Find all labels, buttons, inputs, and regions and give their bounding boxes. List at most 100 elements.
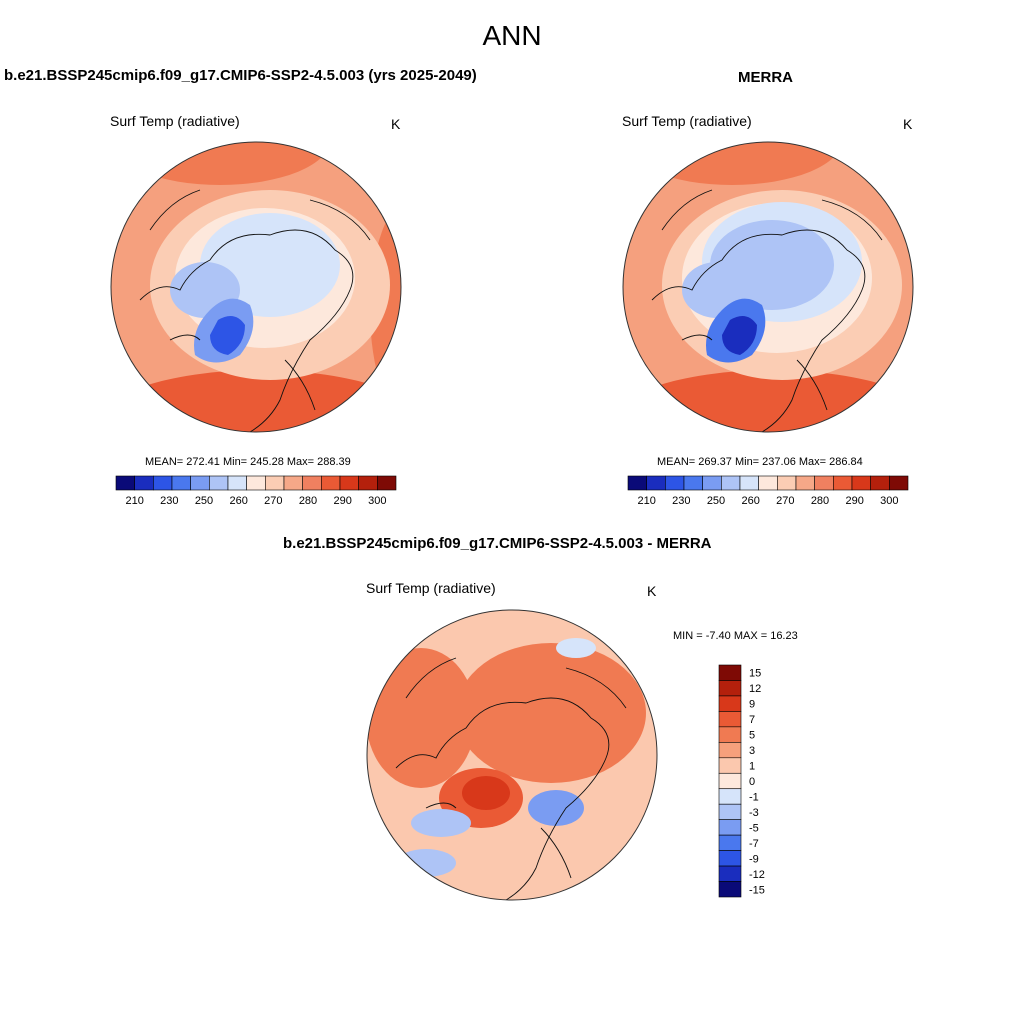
panel3-stats: MIN = -7.40 MAX = 16.23 (673, 630, 798, 642)
map2-boundary (622, 141, 914, 433)
colorbar-panel2-swatch (795, 475, 815, 491)
colorbar-panel2-tick-label: 230 (672, 495, 690, 507)
colorbar-panel3-label: 9 (749, 699, 755, 711)
map1-coastlines (139, 189, 371, 432)
map1-warm-north (111, 142, 330, 185)
colorbar-panel3-swatch (718, 834, 742, 851)
colorbar-panel3-swatch (718, 757, 742, 774)
colorbar-panel3-swatch (718, 742, 742, 759)
panel3-units: K (647, 583, 657, 599)
colorbar-panel3-label: -3 (749, 807, 759, 819)
colorbar-panel1-tick-label: 290 (333, 495, 351, 507)
colorbar-panel3-swatch (718, 803, 742, 820)
colorbar-panel3-label: -12 (749, 869, 765, 881)
colorbar-panel1-swatch (190, 475, 210, 491)
colorbar-panel3-swatch (718, 680, 742, 697)
colorbar-panel3: 15 12 9 7 5 3 1 0 -1 -3 -5 -7 -9 -12 -15 (718, 664, 765, 898)
colorbar-panel1-swatch (227, 475, 247, 491)
colorbar-panel2-tick-label: 270 (776, 495, 794, 507)
colorbar-panel1-swatch (115, 475, 135, 491)
colorbar-panel1-swatch (302, 475, 322, 491)
colorbar-panel2-swatch (889, 475, 909, 491)
colorbar-panel1-swatch (171, 475, 191, 491)
colorbar-panel2-swatch (833, 475, 853, 491)
colorbar-panel3-swatch (718, 772, 742, 790)
colorbar-panel1-swatch (321, 475, 341, 491)
colorbar-panel2: 210 230 250 260 270 280 290 300 (627, 475, 909, 507)
map-panel1 (110, 141, 402, 433)
colorbar-panel3-swatch (718, 819, 742, 836)
colorbar-panel1-swatch (246, 475, 266, 491)
map3-cool-patch2 (411, 809, 471, 837)
colorbar-panel3-swatch (718, 850, 742, 867)
colorbar-panel1-tick-label: 280 (299, 495, 317, 507)
colorbar-panel3-swatch (718, 881, 742, 898)
colorbar-panel2-tick-label: 290 (845, 495, 863, 507)
colorbar-panel3-swatch (718, 726, 742, 743)
map3-greenland-hot (462, 776, 510, 810)
colorbar-panel2-tick-label: 210 (637, 495, 655, 507)
colorbar-panel2-tick-label: 300 (880, 495, 898, 507)
map1-boundary (110, 141, 402, 433)
colorbar-panel2-swatch (777, 475, 797, 491)
colorbar-panel2-swatch (814, 475, 834, 491)
colorbar-panel1-swatch (153, 475, 173, 491)
colorbar-panel3-swatch (718, 695, 742, 712)
colorbar-panel1-swatch (377, 475, 397, 491)
panel3-title: b.e21.BSSP245cmip6.f09_g17.CMIP6-SSP2-4.… (283, 535, 712, 552)
colorbar-panel1-swatch (283, 475, 303, 491)
colorbar-panel3-swatch (718, 711, 742, 728)
colorbar-panel1-swatch (339, 475, 359, 491)
panel3-variable: Surf Temp (radiative) (366, 580, 496, 596)
colorbar-panel2-swatch (665, 475, 685, 491)
map-panel3 (366, 609, 658, 901)
colorbar-panel2-tick-label: 260 (741, 495, 759, 507)
colorbar-panel1-swatch (265, 475, 285, 491)
colorbar-panel1-swatch (209, 475, 229, 491)
map3-cool-patch1 (528, 790, 584, 826)
map3-coastlines (395, 657, 627, 900)
colorbar-panel3-label: 12 (749, 683, 761, 695)
colorbar-panel2-swatch (646, 475, 666, 491)
panel1-variable: Surf Temp (radiative) (110, 113, 240, 129)
colorbar-panel3-label: 15 (749, 668, 761, 680)
colorbar-panel3-swatch (718, 865, 742, 882)
colorbar-panel1-tick-label: 210 (125, 495, 143, 507)
colorbar-panel3-swatch (718, 788, 742, 805)
colorbar-panel2-swatch (758, 475, 778, 491)
colorbar-panel3-label: -1 (749, 791, 759, 803)
colorbar-panel2-swatch (627, 475, 647, 491)
colorbar-panel2-swatch (851, 475, 871, 491)
panel2-variable: Surf Temp (radiative) (622, 113, 752, 129)
colorbar-panel1-swatch (358, 475, 378, 491)
map2-coastlines (651, 189, 883, 432)
panel2-title: MERRA (738, 69, 793, 86)
colorbar-panel1: 210 230 250 260 270 280 290 300 (115, 475, 397, 507)
colorbar-panel3-label: 5 (749, 730, 755, 742)
colorbar-panel1-tick-label: 250 (195, 495, 213, 507)
map3-warm-west (367, 648, 476, 788)
map3-boundary (366, 609, 658, 901)
colorbar-panel2-tick-label: 280 (811, 495, 829, 507)
colorbar-panel2-swatch (739, 475, 759, 491)
panel1-stats: MEAN= 272.41 Min= 245.28 Max= 288.39 (145, 456, 351, 468)
map1-warm-south (111, 370, 401, 432)
colorbar-panel1-tick-label: 270 (264, 495, 282, 507)
colorbar-panel2-swatch (721, 475, 741, 491)
colorbar-panel2-swatch (683, 475, 703, 491)
colorbar-panel1-tick-label: 300 (368, 495, 386, 507)
colorbar-panel3-swatch (718, 664, 742, 681)
map3-cool-patch4 (556, 638, 596, 658)
colorbar-panel3-label: 3 (749, 745, 755, 757)
map2-warm-south (623, 370, 913, 432)
figure-title: ANN (482, 20, 542, 51)
map1-greenland-core (210, 316, 245, 355)
map2-warm-north (623, 142, 842, 185)
colorbar-panel1-tick-label: 230 (160, 495, 178, 507)
colorbar-panel1-tick-label: 260 (229, 495, 247, 507)
panel2-stats: MEAN= 269.37 Min= 237.06 Max= 286.84 (657, 456, 863, 468)
colorbar-panel3-label: -5 (749, 822, 759, 834)
colorbar-panel3-label: 7 (749, 714, 755, 726)
colorbar-panel1-swatch (134, 475, 154, 491)
colorbar-panel3-label: 0 (749, 776, 755, 788)
